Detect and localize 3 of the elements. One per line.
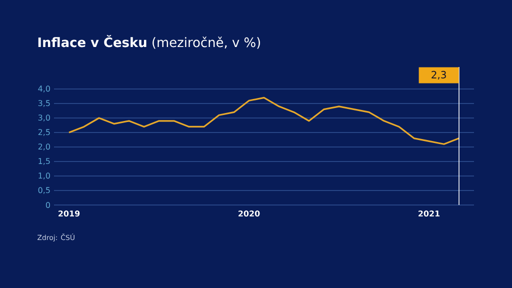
chart-title: Inflace v Česku (meziročně, v %) — [38, 34, 260, 49]
ref-line-label: 2,3 — [432, 70, 446, 80]
line-series — [68, 96, 460, 145]
